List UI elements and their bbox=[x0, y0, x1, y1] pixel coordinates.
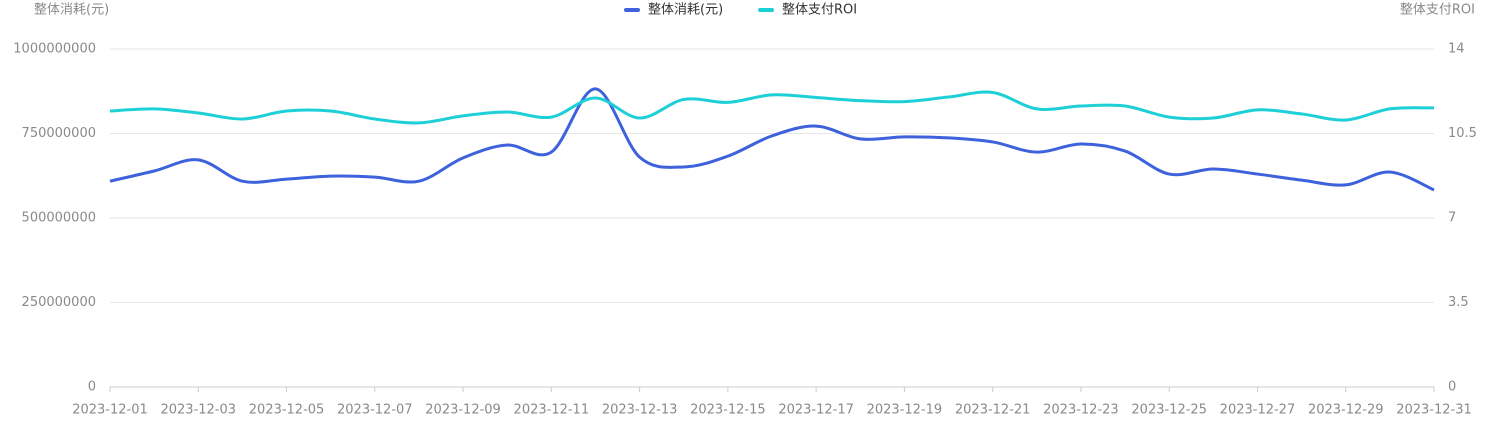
x-tick-label: 2023-12-25 bbox=[1131, 403, 1207, 418]
x-tick-label: 2023-12-23 bbox=[1043, 403, 1119, 418]
y-axis-title: 整体消耗(元) bbox=[34, 3, 109, 18]
y2-tick-label: 7 bbox=[1448, 211, 1456, 226]
x-tick-label: 2023-12-11 bbox=[514, 403, 590, 418]
x-tick-label: 2023-12-13 bbox=[602, 403, 678, 418]
y-tick-label: 250000000 bbox=[22, 295, 96, 310]
x-tick-label: 2023-12-21 bbox=[955, 403, 1031, 418]
x-tick-label: 2023-12-05 bbox=[249, 403, 325, 418]
y2-axis-title: 整体支付ROI bbox=[1400, 3, 1475, 18]
y2-tick-label: 3.5 bbox=[1448, 295, 1469, 310]
series-line bbox=[109, 90, 1435, 125]
x-tick-label: 2023-12-15 bbox=[690, 403, 766, 418]
x-tick-label: 2023-12-01 bbox=[72, 403, 148, 418]
y-tick-label: 1000000000 bbox=[13, 42, 96, 57]
y-tick-label: 750000000 bbox=[22, 126, 96, 141]
x-tick-label: 2023-12-19 bbox=[867, 403, 943, 418]
x-tick-label: 2023-12-03 bbox=[160, 403, 236, 418]
y-tick-label: 0 bbox=[88, 380, 96, 395]
legend-label: 整体消耗(元) bbox=[648, 3, 723, 18]
y2-tick-label: 10.5 bbox=[1448, 126, 1477, 141]
x-tick-label: 2023-12-29 bbox=[1308, 403, 1384, 418]
x-tick-label: 2023-12-09 bbox=[425, 403, 501, 418]
x-tick-label: 2023-12-27 bbox=[1220, 403, 1296, 418]
y2-tick-label: 0 bbox=[1448, 380, 1456, 395]
series-line bbox=[109, 87, 1435, 192]
y2-tick-label: 14 bbox=[1448, 42, 1465, 57]
x-tick-label: 2023-12-31 bbox=[1396, 403, 1472, 418]
legend-label: 整体支付ROI bbox=[782, 3, 857, 18]
y-tick-label: 500000000 bbox=[22, 211, 96, 226]
x-tick-label: 2023-12-07 bbox=[337, 403, 413, 418]
x-tick-label: 2023-12-17 bbox=[778, 403, 854, 418]
